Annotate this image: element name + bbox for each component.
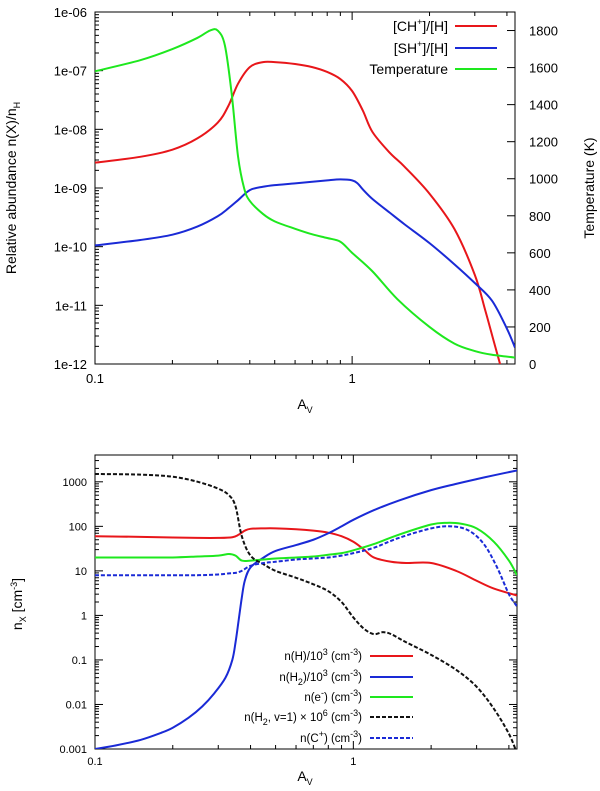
top-right-tick-label: 800 [529, 209, 551, 224]
bottom-y-tick-label: 0.001 [59, 744, 87, 756]
top-x-axis-label: AV [297, 396, 312, 415]
top-right-tick-label: 1200 [529, 135, 558, 150]
legend-n-h-10-3-cm-3: n(H)/103 (cm-3) [284, 647, 362, 663]
bottom-y-tick-label: 10 [75, 566, 87, 578]
series-line-temperature [95, 28, 515, 359]
top-right-tick-label: 600 [529, 246, 551, 261]
bottom-axes: 0.1 1 0.001 0.01 0.1 1 10 100 1000 [59, 454, 517, 768]
series-line-n-h2-10-3-cm-3 [95, 469, 517, 749]
series-line-n-h-10-3-cm-3 [95, 527, 517, 597]
bottom-y-tick-label: 1000 [63, 477, 87, 489]
top-right-tick-label: 1400 [529, 98, 558, 113]
bottom-plot-frame [94, 454, 518, 750]
top-x-tick-label: 0.1 [86, 371, 104, 386]
top-y-tick-label: 1e-09 [54, 181, 87, 196]
top-series [95, 28, 515, 364]
bottom-y-tick-label: 0.01 [66, 699, 87, 711]
top-right-tick-label: 1000 [529, 172, 558, 187]
top-chart: 0.1 1 1e-12 1e-11 1e-10 1e-09 1e-08 1e-07 1e-06 0… [3, 5, 597, 415]
series-line-sh-h [95, 178, 515, 349]
legend-temperature: Temperature [369, 61, 448, 77]
top-y-tick-label: 1e-08 [54, 122, 87, 137]
series-line-ch-h [95, 60, 502, 364]
top-x-tick-label: 1 [349, 371, 356, 386]
legend-n-e-cm-3: n(e-) (cm-3) [304, 688, 362, 704]
top-right-tick-label: 1600 [529, 61, 558, 76]
legend-n-h2-10-3-cm-3: n(H2)/103 (cm-3) [279, 668, 362, 687]
top-y-tick-label: 1e-10 [54, 240, 87, 255]
top-y-tick-label: 1e-06 [54, 5, 87, 20]
series-line-n-c-cm-3 [95, 525, 517, 607]
bottom-x-axis-label: AV [297, 768, 312, 787]
bottom-legend: n(H)/103 (cm-3) n(H2)/103 (cm-3)n(e-) (cm… [244, 647, 413, 745]
bottom-x-tick-label: 0.1 [87, 756, 102, 768]
bottom-series [95, 469, 517, 749]
legend-n-h2-v-1-x-10-6-cm-3: n(H2, v=1) × 106 (cm-3) [244, 708, 362, 727]
bottom-y-tick-label: 1 [81, 610, 87, 622]
bottom-y-tick-label: 0.1 [72, 655, 87, 667]
legend-ch-plus: [CH+]/[H] [393, 17, 448, 34]
legend-sh-plus: [SH+]/[H] [394, 39, 448, 56]
series-line-n-e-cm-3 [95, 521, 517, 576]
top-right-tick-label: 1800 [529, 24, 558, 39]
top-y-tick-label: 1e-07 [54, 64, 87, 79]
bottom-x-tick-label: 1 [350, 756, 356, 768]
top-y-axis-label: Relative abundance n(X)/nH [3, 102, 22, 274]
top-right-tick-label: 200 [529, 320, 551, 335]
series-line-n-h2-v-1-x-10-6-cm-3 [95, 472, 517, 749]
top-y-tick-label: 1e-12 [54, 357, 87, 372]
top-axes: 0.1 1 1e-12 1e-11 1e-10 1e-09 1e-08 1e-07 1e-06 0… [54, 5, 558, 386]
bottom-y-tick-label: 100 [69, 521, 87, 533]
bottom-y-axis-label: nX [cm-3] [9, 578, 28, 630]
top-right-tick-label: 0 [529, 357, 536, 372]
legend-n-c-cm-3: n(C+) (cm-3) [300, 729, 362, 745]
top-right-tick-label: 400 [529, 283, 551, 298]
top-legend: [CH+]/[H] [SH+]/[H] Temperature [369, 17, 497, 77]
top-right-axis-label: Temperature (K) [581, 137, 597, 238]
top-y-tick-label: 1e-11 [55, 298, 87, 313]
